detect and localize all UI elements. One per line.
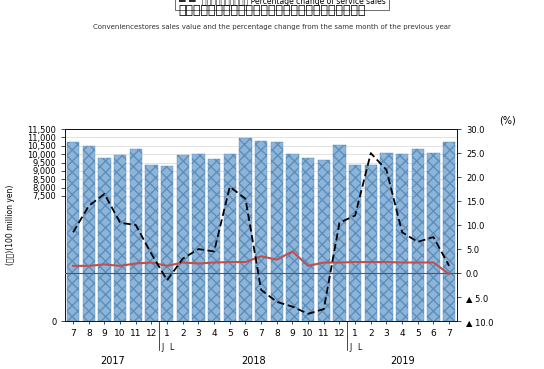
Bar [333,145,346,321]
Text: L: L [170,343,174,352]
Bar [192,154,205,321]
Bar [145,165,158,321]
Bar [239,138,252,321]
Bar [396,154,409,321]
Bar [443,142,455,321]
Bar [224,154,236,321]
Bar [302,158,314,321]
Text: 2017: 2017 [100,356,125,366]
Bar [411,149,424,321]
Bar [176,155,189,321]
Bar [270,142,283,321]
Bar [364,165,377,321]
Text: J: J [349,343,351,352]
Bar [349,165,361,321]
Bar [114,155,126,321]
Bar [427,152,440,321]
Bar [255,141,268,321]
Bar [129,149,142,321]
Text: コンビニエンスストア販売額・前年同月比増減率の推移: コンビニエンスストア販売額・前年同月比増減率の推移 [178,4,366,17]
Text: J: J [161,343,164,352]
Bar [161,166,174,321]
Bar [318,160,330,321]
Legend: 販売額 Sales value, 商品販売額増減率 Percentage change of goods sales, サービス売上高増減率 Percentag: 販売額 Sales value, 商品販売額増減率 Percentage cha… [175,0,389,10]
Bar [208,159,220,321]
Text: (億円)(100 million yen): (億円)(100 million yen) [6,185,15,265]
Text: L: L [358,343,362,352]
Bar [286,154,299,321]
Text: 2019: 2019 [390,356,415,366]
Bar [380,152,393,321]
Bar [83,146,95,321]
Text: 2018: 2018 [241,356,265,366]
Bar [98,158,111,321]
Text: Conveniencestores sales value and the percentage change from the same month of t: Conveniencestores sales value and the pe… [93,24,451,30]
Bar [67,142,79,321]
Text: (%): (%) [499,115,516,125]
